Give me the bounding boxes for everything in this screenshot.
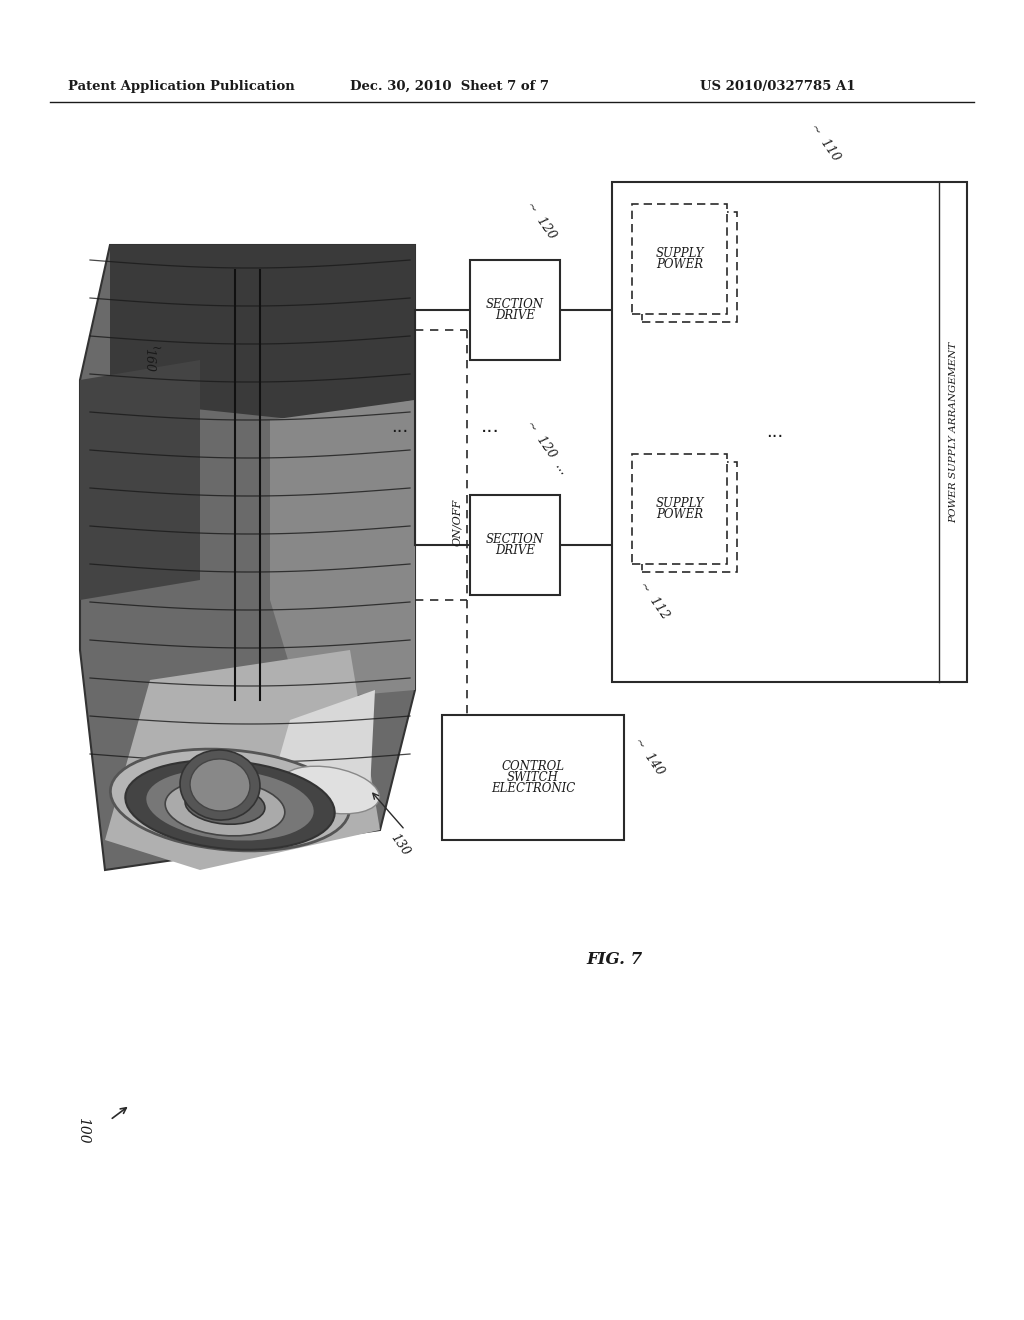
Polygon shape (80, 246, 415, 870)
Text: SUPPLY: SUPPLY (655, 247, 703, 260)
Bar (470, 495, 560, 595)
Ellipse shape (185, 785, 265, 824)
Ellipse shape (125, 760, 335, 850)
Text: SECTION: SECTION (486, 298, 544, 310)
Ellipse shape (145, 768, 314, 842)
Text: POWER SUPPLY ARRANGEMENT: POWER SUPPLY ARRANGEMENT (949, 342, 958, 523)
Bar (442, 715, 624, 840)
Text: ...: ... (391, 418, 409, 436)
Text: ...: ... (766, 422, 783, 441)
Bar (632, 454, 727, 564)
Text: ~  120: ~ 120 (524, 199, 559, 242)
Text: POWER: POWER (656, 259, 703, 271)
Text: US 2010/0327785 A1: US 2010/0327785 A1 (700, 81, 855, 92)
Text: ...: ... (480, 417, 500, 437)
Text: ON/OFF: ON/OFF (452, 499, 462, 545)
Text: ~  112: ~ 112 (637, 579, 672, 622)
Ellipse shape (111, 750, 349, 851)
Bar (642, 462, 737, 572)
Text: SWITCH: SWITCH (507, 771, 559, 784)
Polygon shape (80, 360, 200, 601)
Text: SECTION: SECTION (486, 533, 544, 545)
Text: DRIVE: DRIVE (495, 309, 535, 322)
Text: ~  110: ~ 110 (807, 121, 843, 164)
Text: 100: 100 (76, 1117, 90, 1143)
Text: 130: 130 (388, 832, 413, 858)
Text: ELECTRONIC: ELECTRONIC (490, 783, 575, 796)
Text: ~  140: ~ 140 (632, 735, 667, 777)
Bar (470, 260, 560, 360)
Bar (632, 205, 727, 314)
Ellipse shape (165, 780, 285, 836)
Text: Dec. 30, 2010  Sheet 7 of 7: Dec. 30, 2010 Sheet 7 of 7 (350, 81, 549, 92)
Text: POWER: POWER (656, 508, 703, 521)
Text: 160: 160 (142, 348, 155, 372)
Text: ~: ~ (152, 342, 163, 355)
Bar (642, 213, 737, 322)
Text: Patent Application Publication: Patent Application Publication (68, 81, 295, 92)
Polygon shape (110, 246, 415, 420)
Polygon shape (105, 649, 380, 870)
Text: CONTROL: CONTROL (502, 759, 564, 772)
Text: ~  120  ...: ~ 120 ... (524, 418, 570, 477)
Ellipse shape (180, 750, 260, 820)
Polygon shape (270, 400, 415, 700)
Polygon shape (270, 690, 375, 820)
Bar (612, 182, 967, 682)
Ellipse shape (281, 766, 380, 814)
Text: DRIVE: DRIVE (495, 544, 535, 557)
Ellipse shape (190, 759, 250, 810)
Text: SUPPLY: SUPPLY (655, 496, 703, 510)
Text: FIG. 7: FIG. 7 (587, 952, 643, 969)
